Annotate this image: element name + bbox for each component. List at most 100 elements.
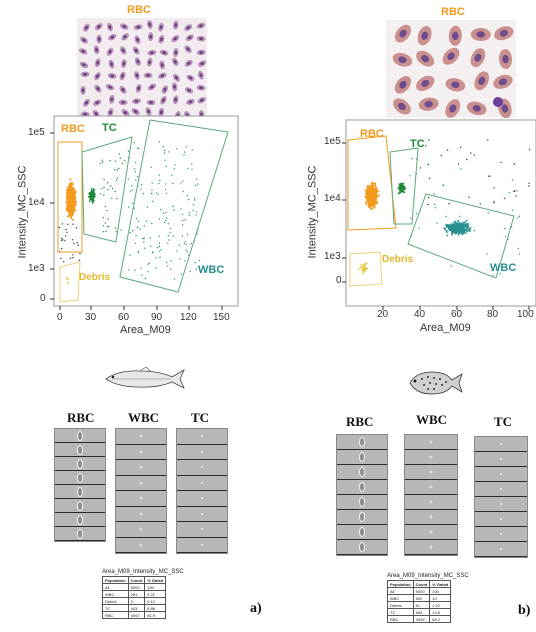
- scatter-point: [160, 249, 162, 251]
- table-row: WBC 502 10: [387, 594, 452, 602]
- stats-cell: 10: [429, 594, 452, 602]
- scatter-point: [131, 189, 134, 191]
- cell-image-row: [116, 522, 166, 538]
- scatter-point: [183, 243, 185, 245]
- table-row: Debris 61 1.22: [387, 601, 452, 609]
- stats-cell: RBC: [387, 615, 414, 623]
- scatter-point: [173, 278, 176, 280]
- scatter-point: [165, 217, 168, 219]
- scatter-point: [103, 194, 105, 196]
- scatter-point: [409, 175, 411, 177]
- cell-image: [500, 503, 502, 505]
- stats-table-a: Area_M09_Intensity_MC_SSC Population Cou…: [102, 569, 184, 619]
- scatter-point: [127, 150, 130, 152]
- cell-image-row: [405, 540, 457, 555]
- cell-image: [359, 512, 365, 522]
- cell-image: [77, 486, 83, 497]
- scatter-point: [492, 274, 494, 276]
- tc-gate-label-b: TC: [410, 138, 425, 150]
- tc-gate-a: [81, 136, 133, 243]
- stats-table-b: Area_M09_Intensity_MC_SSC Population Cou…: [387, 573, 469, 623]
- scatter-point: [443, 227, 446, 230]
- cell-nucleus: [96, 87, 100, 91]
- scatter-point: [158, 218, 161, 220]
- scatter-point: [66, 195, 69, 198]
- scatter-point: [163, 152, 166, 154]
- stats-cell: 683: [412, 608, 431, 616]
- cell-image-row: [116, 491, 166, 507]
- cell-image: [500, 488, 502, 490]
- scatter-point: [487, 212, 489, 214]
- stats-cell: 5000: [127, 583, 146, 591]
- scatter-point: [72, 194, 75, 197]
- scatter-point: [193, 197, 196, 199]
- scatter-point: [68, 210, 70, 213]
- cell-nucleus: [148, 22, 152, 27]
- scatter-point: [155, 192, 158, 194]
- scatter-point: [194, 261, 196, 264]
- scatter-point: [371, 184, 374, 187]
- scatter-point: [367, 200, 370, 202]
- cell-image-row: [116, 538, 166, 553]
- scatter-point: [457, 220, 460, 223]
- y-tick-a-0: 1e5: [28, 127, 45, 138]
- y-axis-title-b: Intensity_MC_SSC: [306, 165, 319, 259]
- cell-image: [429, 455, 433, 459]
- table-row: All 5000 100: [387, 587, 452, 595]
- scatter-point: [418, 227, 420, 229]
- scatter-point: [139, 228, 141, 230]
- scatter-point: [462, 234, 464, 236]
- scatter-point: [114, 227, 117, 229]
- scatter-point: [135, 161, 137, 164]
- scatter-point: [66, 200, 69, 203]
- scatter-point: [69, 204, 72, 207]
- cell-image-row: [177, 538, 227, 553]
- scatter-point: [89, 198, 92, 201]
- scatter-point: [70, 198, 73, 201]
- stats-title-b: Area_M09_Intensity_MC_SSC: [387, 573, 469, 579]
- cell-image-row: [116, 445, 166, 460]
- wbc-gate-label-a: WBC: [198, 264, 225, 276]
- cell-nucleus: [122, 25, 127, 29]
- scatter-point: [436, 222, 438, 224]
- cell-image: [77, 472, 83, 483]
- scatter-point: [464, 232, 467, 234]
- stats-cell: 81.9: [144, 611, 167, 619]
- cell-nucleus: [149, 101, 153, 104]
- scatter-point: [503, 197, 506, 199]
- scatter-point: [99, 162, 102, 165]
- scatter-point: [493, 202, 495, 204]
- scatter-point: [464, 229, 467, 232]
- scatter-point: [194, 199, 196, 201]
- scatter-point: [74, 201, 76, 204]
- scatter-point: [515, 195, 517, 197]
- scatter-point: [73, 190, 76, 193]
- cell-nucleus: [82, 63, 86, 67]
- scatter-point: [67, 281, 70, 284]
- scatter-point: [92, 196, 95, 199]
- x-tick-a-5: 150: [213, 312, 230, 323]
- scatter-point: [451, 225, 453, 227]
- scatter-point: [115, 179, 118, 181]
- cell-image: [429, 545, 433, 549]
- scatter-point: [64, 235, 67, 237]
- cell-strip-a-tc: [176, 428, 228, 554]
- stats-cell: 5.22: [144, 590, 167, 598]
- cell-nucleus: [452, 31, 459, 40]
- scatter-point: [88, 200, 91, 202]
- stats-head: Population: [102, 576, 129, 584]
- scatter-point: [196, 211, 198, 213]
- stats-head: % Gated: [429, 580, 452, 588]
- scatter-point: [473, 154, 475, 156]
- scatter-point: [445, 215, 447, 218]
- scatter-point: [67, 278, 69, 281]
- scatter-point: [358, 268, 360, 270]
- scatter-point: [104, 222, 107, 224]
- scatter-point: [428, 196, 430, 199]
- scatter-point: [71, 204, 74, 207]
- scatter-point: [170, 268, 172, 270]
- scatter-point: [401, 190, 403, 193]
- stats-cell: TC: [387, 608, 414, 616]
- cell-image: [500, 473, 502, 475]
- x-tick-b-3: 80: [487, 309, 499, 320]
